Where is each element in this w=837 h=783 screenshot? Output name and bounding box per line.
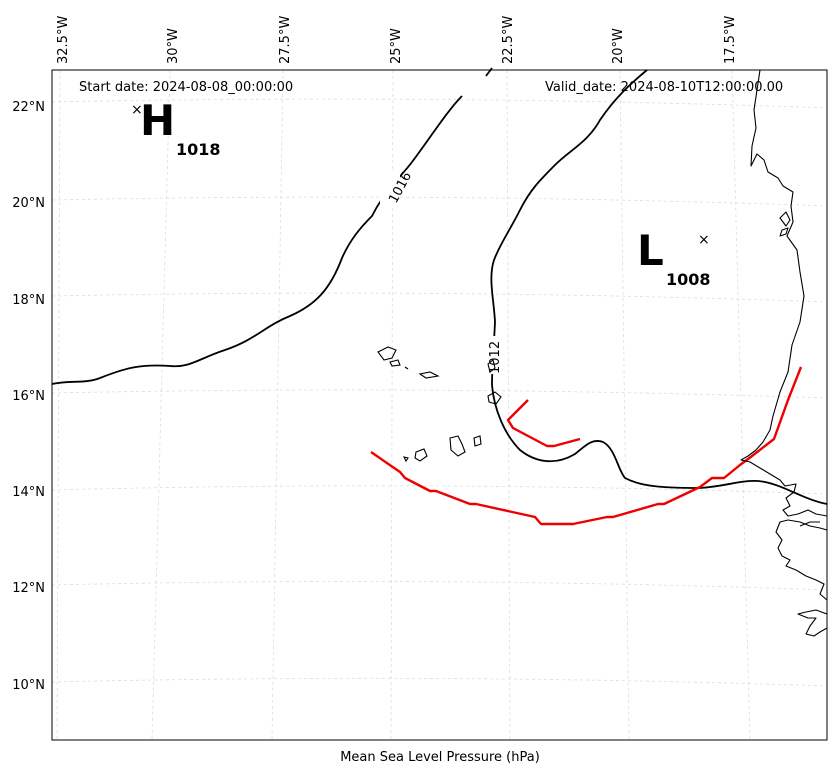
lon-tick: 17.5°W (723, 16, 738, 64)
trough-branch (506, 399, 581, 448)
island-santo-antao (377, 346, 397, 361)
island-sao-nicolau (418, 371, 440, 379)
lat-tick: 14°N (12, 485, 45, 500)
island-brava (402, 456, 409, 463)
lon-tick: 20°W (611, 28, 626, 64)
island-santa-luzia (404, 366, 409, 370)
high-marker-icon: × (131, 102, 143, 118)
low-marker-icon: × (698, 232, 710, 248)
lat-tick: 18°N (12, 293, 45, 308)
low-symbol: L (637, 226, 664, 275)
lat-tick-labels: 22°N 20°N 18°N 16°N 14°N 12°N 10°N (12, 100, 45, 693)
low-value: 1008 (666, 270, 711, 289)
low-center: × L 1008 (637, 226, 711, 289)
island-boa-vista (487, 391, 502, 405)
island-sao-vicente (389, 359, 401, 367)
gambia-river (799, 521, 820, 527)
isobar-1016-top (485, 67, 493, 77)
senegal-coast (775, 519, 828, 601)
map-xlabel: Mean Sea Level Pressure (hPa) (340, 750, 540, 765)
high-symbol: H (140, 96, 175, 145)
lon-tick: 25°W (389, 28, 404, 64)
canary-small2 (779, 227, 789, 237)
lat-tick: 22°N (12, 100, 45, 115)
guinea-coast (797, 609, 828, 637)
trough-lines (370, 366, 803, 526)
lon-tick: 30°W (166, 28, 181, 64)
lat-tick: 20°N (12, 196, 45, 211)
high-center: × H 1018 (131, 96, 221, 159)
coastline (740, 69, 828, 637)
isobar-1012 (490, 69, 828, 505)
island-fogo (414, 448, 428, 462)
island-sal (487, 359, 496, 373)
isobar-label-1012: 1012 (488, 341, 503, 374)
lon-tick: 22.5°W (501, 16, 516, 64)
canary-small (779, 211, 791, 227)
isobar-1016 (51, 95, 463, 385)
lat-tick: 10°N (12, 678, 45, 693)
high-value: 1018 (176, 140, 221, 159)
lat-tick: 16°N (12, 389, 45, 404)
isobar-labels: 1016 1012 (380, 170, 503, 374)
map-frame (51, 69, 828, 741)
island-santiago (449, 435, 466, 457)
africa-coast (740, 69, 828, 517)
cape-verde-islands (377, 346, 502, 463)
lon-tick: 32.5°W (56, 16, 71, 64)
start-date: Start date: 2024-08-08_00:00:00 (79, 80, 293, 95)
island-maio (473, 435, 482, 447)
trough-main (370, 366, 803, 526)
lon-tick-labels: 32.5°W 30°W 27.5°W 25°W 22.5°W 20°W 17.5… (56, 16, 738, 64)
valid-date: Valid_date: 2024-08-10T12:00:00.00 (545, 80, 783, 95)
lon-tick: 27.5°W (278, 16, 293, 64)
lat-tick: 12°N (12, 581, 45, 596)
graticule (51, 69, 828, 741)
